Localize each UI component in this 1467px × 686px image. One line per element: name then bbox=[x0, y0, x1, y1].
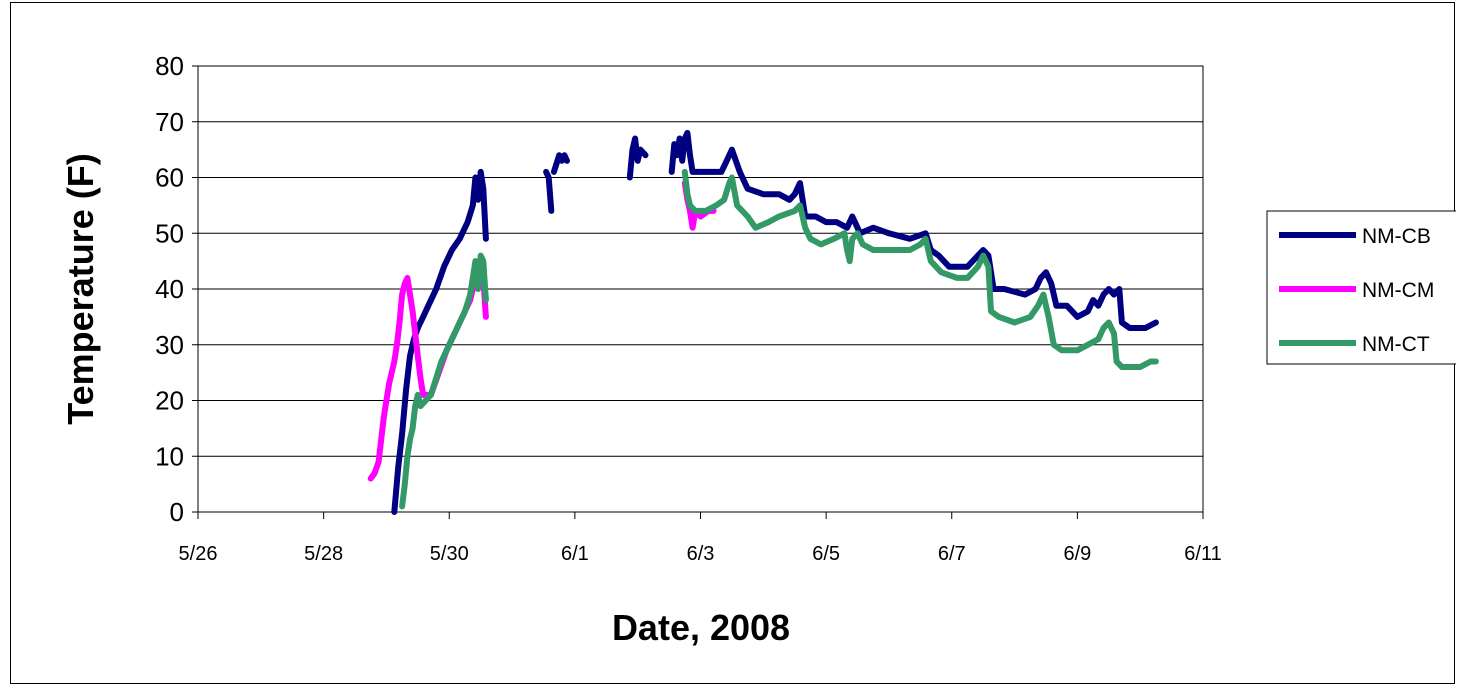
y-axis-ticks: 0 10 20 30 40 50 60 70 80 bbox=[155, 51, 198, 527]
chart-svg: 0 10 20 30 40 50 60 70 80 5/26 5/28 5/30 6/1 6/3 6/5 6… bbox=[60, 51, 1456, 648]
x-tick-label: 5/30 bbox=[430, 543, 469, 565]
y-tick-label: 70 bbox=[155, 107, 184, 137]
x-tick-label: 6/11 bbox=[1184, 543, 1221, 565]
x-axis-ticks: 5/26 5/28 5/30 6/1 6/3 6/5 6/7 6/9 6/11 bbox=[179, 512, 1222, 565]
series-line-nm-ct bbox=[681, 168, 1159, 370]
y-tick-label: 60 bbox=[155, 163, 184, 193]
x-tick-label: 5/28 bbox=[304, 543, 343, 565]
legend: NM-CB NM-CM NM-CT bbox=[1266, 210, 1456, 365]
x-tick-label: 6/9 bbox=[1063, 543, 1091, 565]
legend-label-nm-ct: NM-CT bbox=[1362, 333, 1430, 356]
series-line-nm-ct bbox=[399, 252, 489, 510]
series-lines bbox=[367, 129, 1159, 515]
y-axis-title: Temperature (F) bbox=[60, 153, 101, 424]
x-axis-title: Date, 2008 bbox=[612, 607, 790, 648]
x-tick-label: 6/5 bbox=[812, 543, 840, 565]
series-line-nm-cb bbox=[626, 135, 649, 181]
series-line-nm-cb bbox=[391, 168, 489, 515]
x-tick-label: 5/26 bbox=[179, 543, 218, 565]
y-tick-label: 40 bbox=[155, 274, 184, 304]
y-tick-label: 50 bbox=[155, 218, 184, 248]
legend-label-nm-cb: NM-CB bbox=[1362, 225, 1431, 248]
y-tick-label: 20 bbox=[155, 386, 184, 416]
y-tick-label: 30 bbox=[155, 330, 184, 360]
x-tick-label: 6/7 bbox=[938, 543, 966, 565]
y-tick-label: 0 bbox=[170, 497, 184, 527]
x-tick-label: 6/1 bbox=[561, 543, 589, 565]
legend-label-nm-cm: NM-CM bbox=[1362, 279, 1434, 302]
series-line-nm-cb bbox=[550, 152, 570, 175]
series-line-nm-cb bbox=[543, 168, 555, 214]
chart-area: 0 10 20 30 40 50 60 70 80 5/26 5/28 5/30 6/1 6/3 6/5 6… bbox=[10, 2, 1456, 684]
series-line-nm-cb bbox=[668, 129, 1159, 331]
y-tick-label: 10 bbox=[155, 441, 184, 471]
gridlines bbox=[198, 121, 1203, 457]
y-tick-label: 80 bbox=[155, 51, 184, 81]
x-tick-label: 6/3 bbox=[687, 543, 715, 565]
